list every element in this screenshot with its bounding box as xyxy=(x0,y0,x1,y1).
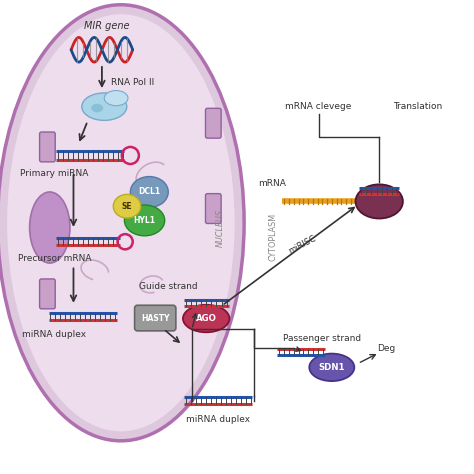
Text: mRNA clevege: mRNA clevege xyxy=(285,102,352,111)
Text: HASTY: HASTY xyxy=(141,314,170,322)
Text: miRISC: miRISC xyxy=(287,234,318,256)
Ellipse shape xyxy=(82,93,127,120)
Text: Precursor mRNA: Precursor mRNA xyxy=(18,254,91,263)
Ellipse shape xyxy=(124,205,165,236)
Text: Deg: Deg xyxy=(377,344,395,353)
Ellipse shape xyxy=(113,194,141,218)
Ellipse shape xyxy=(7,14,235,431)
Text: SE: SE xyxy=(122,202,132,210)
Text: CYTOPLASM: CYTOPLASM xyxy=(268,213,277,261)
Text: AGO: AGO xyxy=(196,314,217,323)
FancyBboxPatch shape xyxy=(135,305,176,331)
Ellipse shape xyxy=(0,5,244,441)
Ellipse shape xyxy=(104,91,128,106)
Ellipse shape xyxy=(91,104,103,112)
FancyBboxPatch shape xyxy=(39,132,55,162)
Text: MIR gene: MIR gene xyxy=(84,21,129,31)
Text: miRNA duplex: miRNA duplex xyxy=(186,415,250,424)
Text: NUCLEUS: NUCLEUS xyxy=(216,209,225,246)
Text: Translation: Translation xyxy=(393,102,443,111)
Text: HYL1: HYL1 xyxy=(134,216,155,225)
Text: Guide strand: Guide strand xyxy=(139,283,198,291)
Text: Primary miRNA: Primary miRNA xyxy=(20,169,89,177)
Ellipse shape xyxy=(183,305,229,332)
Text: DCL1: DCL1 xyxy=(138,188,160,196)
Ellipse shape xyxy=(130,177,168,208)
Text: Passenger strand: Passenger strand xyxy=(283,335,361,343)
Ellipse shape xyxy=(29,192,70,263)
Ellipse shape xyxy=(356,184,403,219)
Ellipse shape xyxy=(309,354,354,381)
FancyBboxPatch shape xyxy=(205,193,221,223)
FancyBboxPatch shape xyxy=(39,279,55,309)
Text: miRNA duplex: miRNA duplex xyxy=(22,330,87,338)
Text: mRNA: mRNA xyxy=(259,180,286,188)
Text: RNA Pol II: RNA Pol II xyxy=(111,79,155,87)
FancyBboxPatch shape xyxy=(205,109,221,138)
Text: SDN1: SDN1 xyxy=(319,363,345,372)
